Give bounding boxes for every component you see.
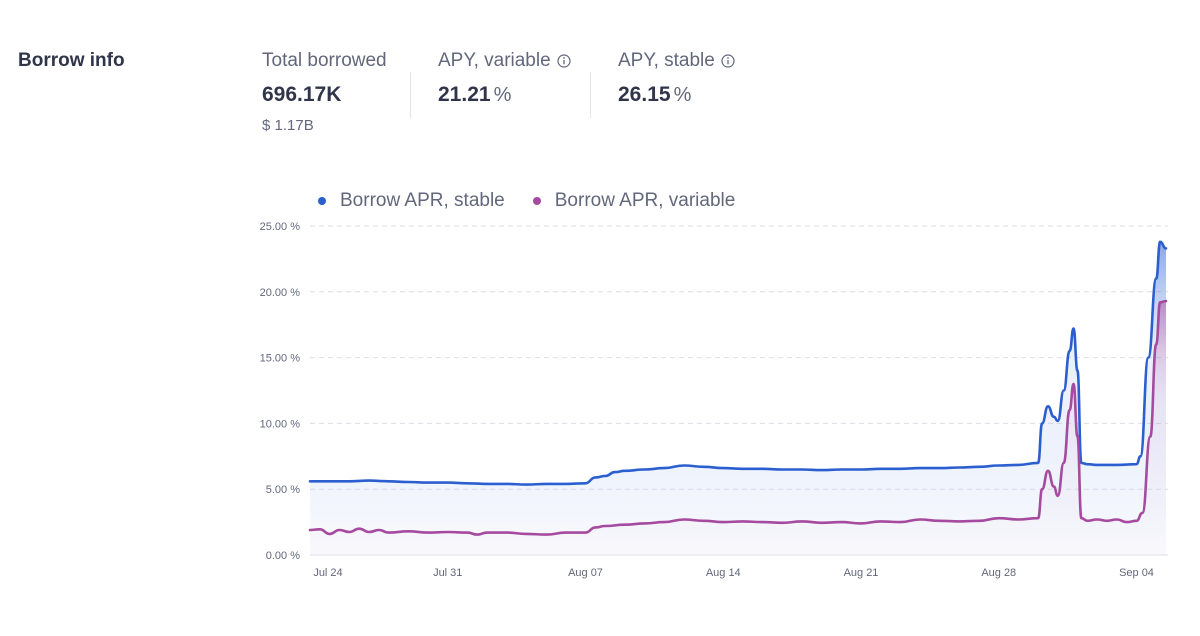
apy-stable-stat: APY, stable 26.15% [618, 50, 735, 107]
series-line-stable [308, 240, 1168, 486]
y-tick-label: 15.00 % [260, 353, 301, 365]
chart-legend: Borrow APR, stable Borrow APR, variable [318, 190, 763, 212]
apy-stable-label-row: APY, stable [618, 50, 735, 72]
x-tick-label: Aug 14 [706, 567, 741, 579]
x-tick-label: Jul 31 [433, 567, 462, 579]
apy-variable-label: APY, variable [438, 50, 551, 71]
apy-variable-label-row: APY, variable [438, 50, 571, 72]
y-tick-label: 5.00 % [266, 484, 300, 496]
apy-stable-label: APY, stable [618, 50, 715, 71]
total-borrowed-value: 696.17K [262, 83, 342, 106]
apy-variable-value: 21.21 [438, 83, 491, 106]
total-borrowed-usd: $ 1.17B [262, 117, 314, 134]
x-tick-label: Jul 24 [313, 567, 342, 579]
area-stable [310, 241, 1166, 556]
chart-lines [308, 240, 1168, 536]
total-borrowed-label: Total borrowed [262, 50, 387, 71]
x-tick-label: Aug 28 [981, 567, 1016, 579]
stat-divider [590, 72, 591, 118]
x-axis: Jul 24 Jul 31 Aug 07 Aug 14 Aug 21 Aug 28 Sep … [313, 567, 1154, 579]
series-line-variable [308, 299, 1168, 536]
total-borrowed-stat: Total borrowed 696.17K $ 1.17B [262, 50, 387, 134]
info-icon[interactable] [557, 54, 571, 68]
area-variable [310, 301, 1166, 555]
legend-dot-stable [318, 197, 326, 205]
apy-stable-unit: % [673, 84, 692, 106]
apy-stable-value: 26.15 [618, 83, 671, 106]
legend-item-stable[interactable]: Borrow APR, stable [318, 190, 505, 212]
legend-label-stable: Borrow APR, stable [340, 190, 505, 211]
y-axis: 25.00 % 20.00 % 15.00 % 10.00 % 5.00 % 0.00 % [260, 221, 301, 562]
y-tick-label: 10.00 % [260, 418, 301, 430]
y-tick-label: 25.00 % [260, 221, 301, 233]
x-tick-label: Sep 04 [1119, 567, 1154, 579]
apy-variable-unit: % [493, 84, 512, 106]
apy-stable-value-row: 26.15% [618, 83, 735, 107]
legend-item-variable[interactable]: Borrow APR, variable [532, 190, 736, 212]
apy-variable-value-row: 21.21% [438, 83, 571, 107]
y-tick-label: 20.00 % [260, 287, 301, 299]
x-tick-label: Aug 21 [844, 567, 879, 579]
stat-divider [410, 72, 411, 118]
apy-variable-stat: APY, variable 21.21% [438, 50, 571, 107]
chart-areas [310, 241, 1166, 556]
section-title: Borrow info [18, 50, 125, 71]
x-tick-label: Aug 07 [568, 567, 603, 579]
legend-dot-variable [532, 197, 541, 205]
y-tick-label: 0.00 % [266, 550, 300, 562]
legend-label-variable: Borrow APR, variable [554, 190, 736, 211]
info-icon[interactable] [721, 54, 735, 68]
